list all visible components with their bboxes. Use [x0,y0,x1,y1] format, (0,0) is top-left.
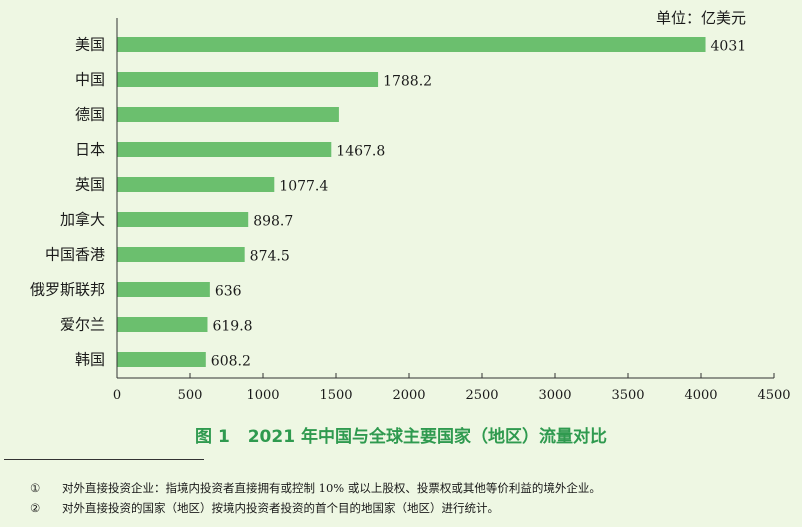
bar [117,37,706,52]
value-label: 898.7 [253,214,293,230]
value-label: 1788.2 [383,74,432,90]
x-tick-label: 1500 [319,388,352,403]
x-tick-label: 0 [113,388,121,403]
x-axis: 0 500 1000 1500 2000 2500 3000 3500 4000 4500 [113,18,791,403]
bar [117,352,206,367]
footnote-mark: ② [30,501,41,515]
x-tick-label: 3000 [538,388,571,403]
category-label: 美国 [75,36,105,54]
value-label: 874.5 [250,249,290,265]
bar [117,212,249,227]
x-tick-label: 4500 [757,388,790,403]
unit-label: 单位：亿美元 [655,9,746,27]
value-label: 1467.8 [336,144,385,160]
category-label: 俄罗斯联邦 [30,281,105,299]
footnote-text: 对外直接投资的国家（地区）按境内投资者投资的首个目的地国家（地区）进行统计。 [62,501,499,515]
footnote-2: ② 对外直接投资的国家（地区）按境内投资者投资的首个目的地国家（地区）进行统计。 [30,498,792,518]
bar [117,177,275,192]
value-label: 608.2 [211,354,251,370]
figure-number: 图 1 [195,427,230,447]
value-labels: 4031 1788.2 1467.8 1077.4 898.7 874.5 636 619.8… [211,39,746,370]
bar [117,317,208,332]
bar [117,72,379,87]
bar [117,282,210,297]
category-label: 韩国 [75,351,105,369]
value-label: 636 [215,284,242,300]
x-tick-label: 500 [178,388,203,403]
x-tick-label: 2000 [392,388,425,403]
bar [117,142,332,157]
value-label: 619.8 [212,319,252,335]
footnotes: ① 对外直接投资企业：指境内投资者直接拥有或控制 10% 或以上股权、投票权或其… [30,478,792,518]
category-label: 加拿大 [60,211,105,229]
footnote-mark: ① [30,481,41,495]
x-tick-label: 2500 [465,388,498,403]
x-tick-label: 1000 [246,388,279,403]
category-label: 爱尔兰 [60,316,105,334]
bar [117,107,339,122]
figure-caption: 图 1 2021 年中国与全球主要国家（地区）流量对比 [0,422,802,447]
footnote-1: ① 对外直接投资企业：指境内投资者直接拥有或控制 10% 或以上股权、投票权或其… [30,478,792,498]
footnote-text: 对外直接投资企业：指境内投资者直接拥有或控制 10% 或以上股权、投票权或其他等… [62,481,601,495]
bars-group [117,37,706,367]
bar [117,247,245,262]
category-label: 中国香港 [45,246,105,264]
value-label: 1077.4 [279,179,328,195]
x-tick-label: 4000 [684,388,717,403]
x-tick-label: 3500 [611,388,644,403]
figure-title: 2021 年中国与全球主要国家（地区）流量对比 [247,427,607,447]
footnote-divider [4,459,204,460]
value-label: 4031 [711,39,747,55]
category-label: 英国 [75,176,105,194]
category-label: 德国 [75,106,105,124]
category-label: 中国 [75,71,105,89]
category-label: 日本 [75,141,105,159]
